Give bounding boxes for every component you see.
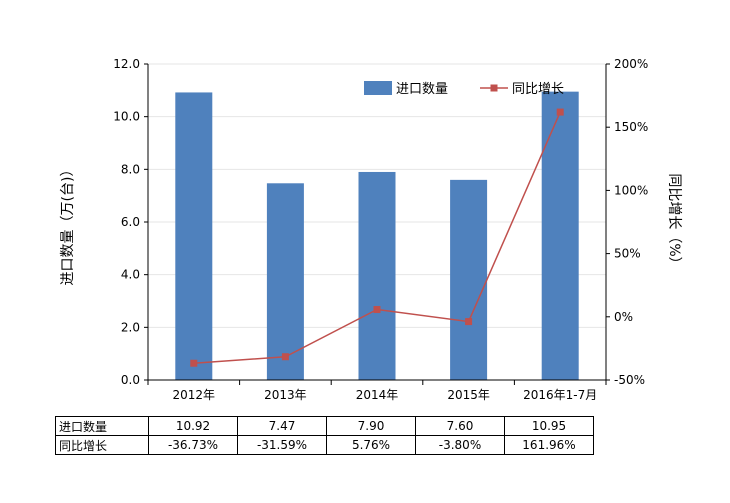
legend-swatch-marker <box>490 84 498 92</box>
y-left-tick-label: 0.0 <box>121 373 140 387</box>
table-cell: -31.59% <box>237 435 327 455</box>
x-tick-label: 2015年 <box>447 388 490 402</box>
line-marker <box>190 359 198 367</box>
table-cell: 161.96% <box>504 435 594 455</box>
y-right-tick-label: 100% <box>614 183 648 197</box>
bar <box>266 183 304 380</box>
bar-series <box>175 91 579 381</box>
table-row: 进口数量 10.92 7.47 7.90 7.60 10.95 <box>55 416 594 436</box>
table-cell: -3.80% <box>415 435 505 455</box>
legend-swatch-bar <box>364 81 392 95</box>
table-cell: 7.60 <box>415 416 505 436</box>
y-left-tick-label: 8.0 <box>121 162 140 176</box>
y-left-tick-label: 10.0 <box>113 110 140 124</box>
y-right-tick-label: 150% <box>614 120 648 134</box>
line-series <box>190 108 564 367</box>
y-left-tick-label: 12.0 <box>113 57 140 71</box>
row-label: 同比增长 <box>55 435 149 455</box>
y-left-tick-label: 6.0 <box>121 215 140 229</box>
y-right-tick-label: 0% <box>614 310 633 324</box>
legend-label: 同比增长 <box>512 82 564 97</box>
x-tick-label: 2014年 <box>356 388 399 402</box>
axes: 0.0 2.0 4.0 6.0 8.0 10.0 12.0 -50% 0% 50% 100% 150%… <box>113 57 648 402</box>
x-tick-label: 2012年 <box>173 388 216 402</box>
y-left-tick-label: 2.0 <box>121 320 140 334</box>
bar <box>358 171 396 380</box>
line-marker <box>373 306 381 314</box>
y-left-tick-label: 4.0 <box>121 268 140 282</box>
y-right-tick-label: 50% <box>614 247 641 261</box>
y-left-axis-title: 进口数量（万(台)） <box>60 163 76 286</box>
x-tick-label: 2013年 <box>264 388 307 402</box>
x-tick-label: 2016年1-7月 <box>523 388 597 402</box>
table-cell: 10.92 <box>148 416 238 436</box>
table-row: 同比增长 -36.73% -31.59% 5.76% -3.80% 161.96… <box>55 435 594 455</box>
table-cell: 7.90 <box>326 416 416 436</box>
y-right-tick-label: 200% <box>614 57 648 71</box>
bar <box>450 179 488 380</box>
bar <box>541 91 579 381</box>
table-cell: 10.95 <box>504 416 594 436</box>
row-label: 进口数量 <box>55 416 149 436</box>
table-cell: -36.73% <box>148 435 238 455</box>
legend: 进口数量 同比增长 <box>364 81 564 97</box>
combo-chart: 0.0 2.0 4.0 6.0 8.0 10.0 12.0 -50% 0% 50% 100% 150%… <box>60 57 682 402</box>
table-cell: 5.76% <box>326 435 416 455</box>
line-marker <box>465 318 473 326</box>
data-table: 进口数量 10.92 7.47 7.90 7.60 10.95 同比增长 -36… <box>55 416 594 455</box>
legend-label: 进口数量 <box>396 82 448 97</box>
y-right-axis-title: 同比增长（%） <box>666 173 682 270</box>
bar <box>175 92 213 380</box>
y-right-tick-label: -50% <box>614 373 645 387</box>
line-marker <box>281 353 289 361</box>
table-cell: 7.47 <box>237 416 327 436</box>
line-marker <box>556 108 564 116</box>
